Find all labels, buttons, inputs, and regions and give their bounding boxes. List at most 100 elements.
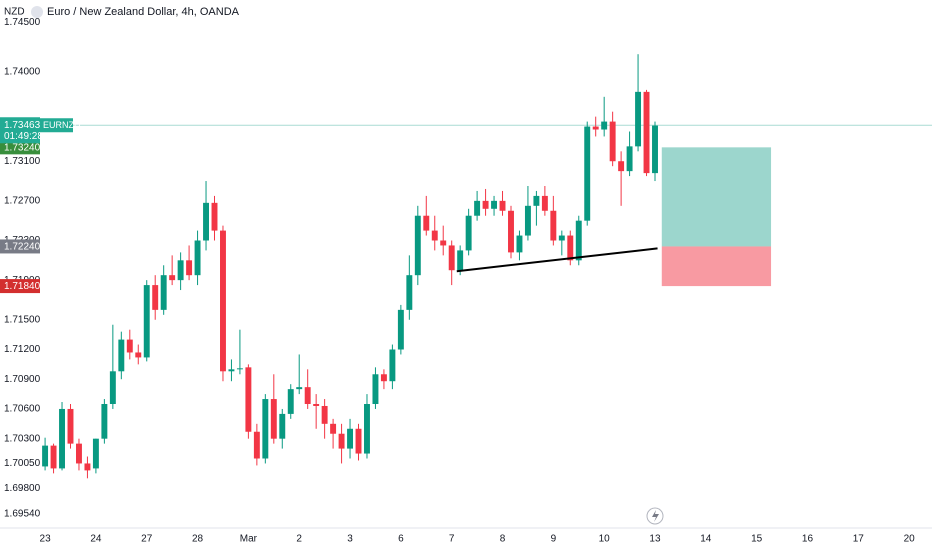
x-tick-label: 14 <box>700 534 712 545</box>
candle-body <box>380 374 387 382</box>
candle-body <box>262 399 269 459</box>
candle-body <box>330 423 337 434</box>
x-tick-label: 9 <box>551 534 557 545</box>
candle-body <box>177 260 184 281</box>
candle-body <box>457 250 464 271</box>
candle-body <box>109 371 116 404</box>
x-tick-label: 10 <box>599 534 611 545</box>
y-tick-label: 1.70600 <box>4 404 41 415</box>
candle-body <box>372 374 379 404</box>
event-icon <box>646 507 664 525</box>
y-tick-label: 1.70050 <box>4 458 41 469</box>
candle-body <box>524 205 531 236</box>
candle-body <box>550 210 557 241</box>
y-tick-label: 1.74500 <box>4 17 41 28</box>
candle-body <box>92 438 99 469</box>
x-tick-label: 20 <box>904 534 916 545</box>
candle-body <box>59 408 65 469</box>
candle-body <box>601 121 608 130</box>
candle-body <box>211 202 218 231</box>
candle-body <box>194 240 201 276</box>
y-tick-label: 1.72700 <box>4 196 41 207</box>
candle-body <box>347 428 354 449</box>
x-tick-label: 16 <box>802 534 814 545</box>
stop-badge <box>0 279 40 294</box>
candle-body <box>465 215 472 251</box>
profit-zone <box>661 147 772 247</box>
candle-body <box>101 403 108 439</box>
candle-body <box>67 408 74 444</box>
candle-body <box>364 403 370 454</box>
candle-body <box>220 230 226 372</box>
candle-body <box>482 200 489 209</box>
candle-body <box>84 463 91 471</box>
loss-zone <box>661 246 772 287</box>
candle-body <box>423 215 430 231</box>
candle-body <box>533 195 540 206</box>
candle-body <box>287 389 294 414</box>
candle-body <box>491 200 498 209</box>
candle-body <box>50 445 57 469</box>
candle-body <box>643 91 650 174</box>
candle-body <box>592 126 599 130</box>
candle-body <box>499 200 506 211</box>
stop-label: 1.71840 <box>4 281 41 292</box>
target-badge <box>0 140 40 155</box>
candle-body <box>541 195 548 211</box>
y-tick-label: 1.70900 <box>4 374 41 385</box>
y-tick-label: 1.69800 <box>4 483 41 494</box>
x-tick-label: 27 <box>141 534 153 545</box>
candle-body <box>245 367 252 432</box>
candle-body <box>474 200 481 216</box>
x-tick-label: 15 <box>751 534 763 545</box>
candle-body <box>626 146 633 172</box>
candle-body <box>135 352 142 358</box>
candle-body <box>406 275 413 310</box>
y-tick-label: 1.70300 <box>4 433 41 444</box>
candle-body <box>313 403 320 406</box>
x-tick-label: 8 <box>500 534 506 545</box>
candle-body <box>160 275 167 310</box>
candle-body <box>186 260 193 276</box>
symbol-icon <box>31 6 43 18</box>
entry-badge <box>0 239 40 254</box>
x-tick-label: 24 <box>90 534 102 545</box>
candle-body <box>635 91 642 147</box>
unit-label: NZD <box>4 7 25 18</box>
candle-body <box>203 202 209 241</box>
x-tick-label: 7 <box>449 534 455 545</box>
x-tick-label: 28 <box>192 534 204 545</box>
x-tick-label: 3 <box>347 534 353 545</box>
x-tick-label: 2 <box>296 534 302 545</box>
x-tick-label: 6 <box>398 534 404 545</box>
symbol-badge <box>40 118 73 133</box>
candle-body <box>609 121 616 162</box>
candle-body <box>169 275 176 281</box>
last-price-label: 1.73463 <box>4 120 41 131</box>
y-tick-label: 1.73100 <box>4 156 41 167</box>
candle-body <box>397 309 404 350</box>
x-tick-label: 23 <box>40 534 52 545</box>
candle-body <box>279 413 286 439</box>
candle-body <box>118 339 125 372</box>
candle-body <box>440 240 447 246</box>
candle-body <box>126 339 133 353</box>
x-tick-label: 17 <box>853 534 865 545</box>
candle-body <box>448 245 455 271</box>
candle-body <box>42 445 49 467</box>
candle-body <box>296 387 303 390</box>
y-tick-label: 1.71200 <box>4 344 41 355</box>
candle-body <box>321 405 328 424</box>
last-price-badge <box>0 117 40 144</box>
candle-body <box>558 235 565 241</box>
candle-body <box>508 210 514 253</box>
candle-body <box>338 433 345 449</box>
candle-body <box>414 215 421 276</box>
countdown-label: 01:49:28 <box>4 131 43 142</box>
candle-body <box>152 285 159 310</box>
candle-body <box>584 126 591 221</box>
candle-body <box>355 428 362 454</box>
candle-body <box>618 161 625 172</box>
entry-label: 1.72240 <box>4 242 41 253</box>
